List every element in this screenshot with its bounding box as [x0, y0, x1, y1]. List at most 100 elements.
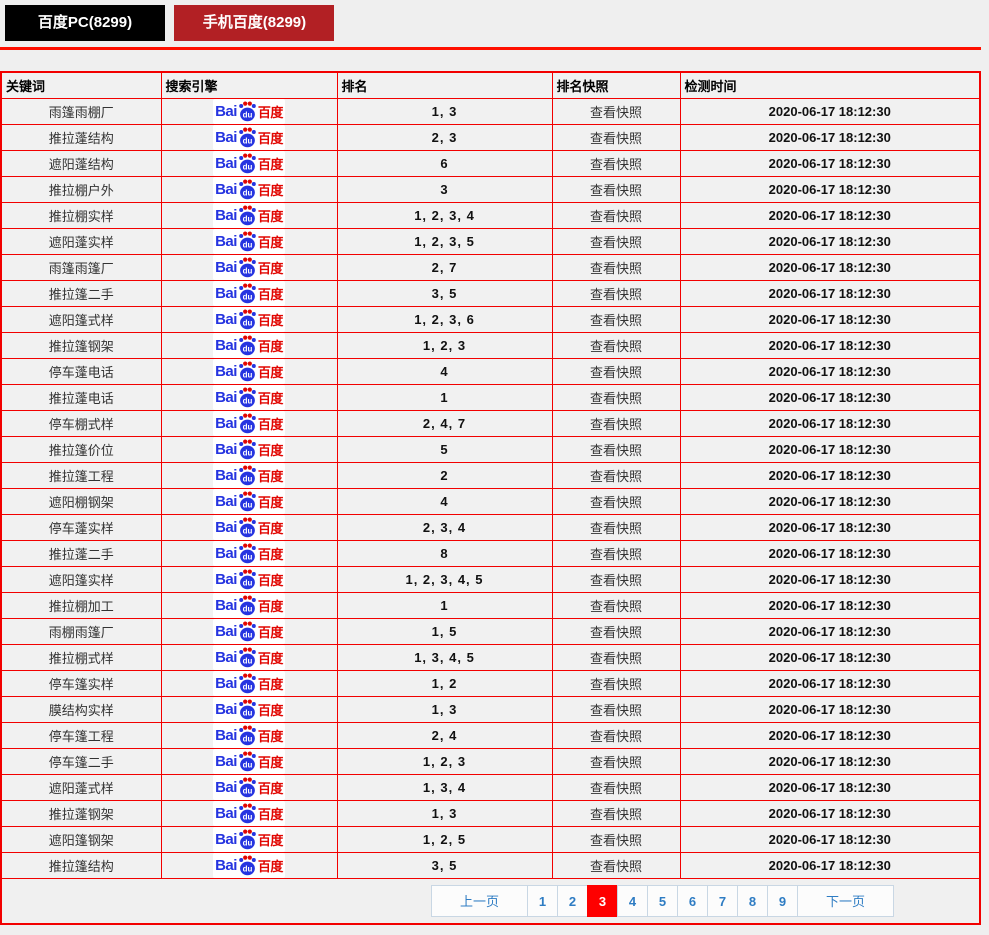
- time-cell: 2020-06-17 18:12:30: [679, 97, 981, 125]
- view-snapshot-link[interactable]: 查看快照: [589, 702, 642, 718]
- rank-cell: 8: [336, 539, 553, 567]
- page-button-6[interactable]: 6: [676, 884, 708, 917]
- view-snapshot-link[interactable]: 查看快照: [589, 156, 642, 172]
- table-row: 推拉篷二手 Bai du 百度 3, 5 查看快照: [0, 279, 981, 307]
- rank-cell: 4: [336, 487, 553, 515]
- view-snapshot-link[interactable]: 查看快照: [589, 832, 642, 848]
- baidu-paw-icon: du: [238, 647, 257, 668]
- tab-baidu-mobile[interactable]: 手机百度(8299): [174, 5, 335, 41]
- view-snapshot-link[interactable]: 查看快照: [589, 130, 642, 146]
- view-snapshot-link[interactable]: 查看快照: [589, 624, 642, 640]
- baidu-paw-icon: du: [238, 829, 257, 850]
- baidu-logo-du-text: du: [243, 682, 253, 691]
- engine-cell: Bai du 百度: [160, 565, 338, 593]
- page-button-3[interactable]: 3: [586, 884, 618, 917]
- baidu-paw-icon: du: [238, 335, 257, 356]
- engine-cell: Bai du 百度: [160, 825, 338, 853]
- keyword-cell: 遮阳篷钢架: [0, 825, 162, 853]
- keyword-cell: 停车蓬实样: [0, 513, 162, 541]
- baidu-logo-du-text: du: [243, 188, 253, 197]
- page-button-4[interactable]: 4: [616, 884, 648, 917]
- view-snapshot-link[interactable]: 查看快照: [589, 416, 642, 432]
- rank-cell: 1, 2, 3, 6: [336, 305, 553, 333]
- view-snapshot-link[interactable]: 查看快照: [589, 858, 642, 874]
- table-row: 推拉棚加工 Bai du 百度 1 查看快照: [0, 591, 981, 619]
- page-button-8[interactable]: 8: [736, 884, 768, 917]
- baidu-logo-du-text: du: [243, 526, 253, 535]
- view-snapshot-link[interactable]: 查看快照: [589, 728, 642, 744]
- view-snapshot-link[interactable]: 查看快照: [589, 364, 642, 380]
- view-snapshot-link[interactable]: 查看快照: [589, 234, 642, 250]
- page-button-1[interactable]: 1: [526, 884, 558, 917]
- baidu-logo-cn-text: 百度: [257, 754, 284, 770]
- time-cell: 2020-06-17 18:12:30: [679, 279, 981, 307]
- view-snapshot-link[interactable]: 查看快照: [589, 442, 642, 458]
- view-snapshot-link[interactable]: 查看快照: [589, 754, 642, 770]
- next-page-button[interactable]: 下一页: [796, 884, 894, 917]
- time-cell: 2020-06-17 18:12:30: [679, 331, 981, 359]
- tab-baidu-pc[interactable]: 百度PC(8299): [5, 5, 165, 41]
- keyword-rank-table: 关键词 搜索引擎 排名 排名快照 检测时间 雨篷雨棚厂 Bai: [0, 71, 981, 925]
- view-snapshot-link[interactable]: 查看快照: [589, 286, 642, 302]
- keyword-cell: 推拉篷工程: [0, 461, 162, 489]
- baidu-logo-cn-text: 百度: [257, 104, 284, 120]
- keyword-cell: 推拉篷结构: [0, 851, 162, 879]
- keyword-cell: 推拉蓬电话: [0, 383, 162, 411]
- view-snapshot-link[interactable]: 查看快照: [589, 338, 642, 354]
- view-snapshot-link[interactable]: 查看快照: [589, 182, 642, 198]
- baidu-logo-bai-text: Bai: [215, 674, 237, 692]
- view-snapshot-link[interactable]: 查看快照: [589, 650, 642, 666]
- view-snapshot-link[interactable]: 查看快照: [589, 546, 642, 562]
- time-cell: 2020-06-17 18:12:30: [679, 149, 981, 177]
- keyword-cell: 推拉篷钢架: [0, 331, 162, 359]
- baidu-logo-du-text: du: [243, 604, 253, 613]
- baidu-paw-icon: du: [238, 699, 257, 720]
- baidu-logo: Bai du 百度: [213, 255, 285, 279]
- baidu-paw-icon: du: [238, 621, 257, 642]
- engine-cell: Bai du 百度: [160, 851, 338, 879]
- view-snapshot-link[interactable]: 查看快照: [589, 468, 642, 484]
- view-snapshot-link[interactable]: 查看快照: [589, 572, 642, 588]
- view-snapshot-link[interactable]: 查看快照: [589, 104, 642, 120]
- table-row: 推拉棚户外 Bai du 百度 3 查看快照: [0, 175, 981, 203]
- baidu-logo-du-text: du: [243, 422, 253, 431]
- prev-page-button[interactable]: 上一页: [430, 884, 528, 917]
- keyword-cell: 遮阳蓬式样: [0, 773, 162, 801]
- baidu-logo-du-text: du: [243, 812, 253, 821]
- baidu-logo: Bai du 百度: [213, 177, 285, 201]
- time-cell: 2020-06-17 18:12:30: [679, 773, 981, 801]
- view-snapshot-link[interactable]: 查看快照: [589, 806, 642, 822]
- snapshot-cell: 查看快照: [551, 695, 681, 723]
- view-snapshot-link[interactable]: 查看快照: [589, 260, 642, 276]
- view-snapshot-link[interactable]: 查看快照: [589, 676, 642, 692]
- page-button-7[interactable]: 7: [706, 884, 738, 917]
- header-snapshot: 排名快照: [551, 71, 681, 99]
- baidu-logo-bai-text: Bai: [215, 596, 237, 614]
- view-snapshot-link[interactable]: 查看快照: [589, 520, 642, 536]
- engine-cell: Bai du 百度: [160, 123, 338, 151]
- view-snapshot-link[interactable]: 查看快照: [589, 494, 642, 510]
- baidu-logo: Bai du 百度: [213, 203, 285, 227]
- baidu-paw-icon: du: [238, 257, 257, 278]
- view-snapshot-link[interactable]: 查看快照: [589, 598, 642, 614]
- keyword-cell: 停车篷二手: [0, 747, 162, 775]
- snapshot-cell: 查看快照: [551, 175, 681, 203]
- view-snapshot-link[interactable]: 查看快照: [589, 312, 642, 328]
- time-cell: 2020-06-17 18:12:30: [679, 721, 981, 749]
- page-button-5[interactable]: 5: [646, 884, 678, 917]
- baidu-paw-icon: du: [238, 777, 257, 798]
- view-snapshot-link[interactable]: 查看快照: [589, 390, 642, 406]
- snapshot-cell: 查看快照: [551, 253, 681, 281]
- baidu-logo-cn-text: 百度: [257, 520, 284, 536]
- baidu-logo: Bai du 百度: [213, 749, 285, 773]
- view-snapshot-link[interactable]: 查看快照: [589, 208, 642, 224]
- view-snapshot-link[interactable]: 查看快照: [589, 780, 642, 796]
- page-button-9[interactable]: 9: [766, 884, 798, 917]
- time-cell: 2020-06-17 18:12:30: [679, 669, 981, 697]
- keyword-cell: 停车篷实样: [0, 669, 162, 697]
- page-button-2[interactable]: 2: [556, 884, 588, 917]
- rank-cell: 2, 4, 7: [336, 409, 553, 437]
- keyword-cell: 推拉蓬钢架: [0, 799, 162, 827]
- baidu-paw-icon: du: [238, 387, 257, 408]
- rank-cell: 1, 3: [336, 695, 553, 723]
